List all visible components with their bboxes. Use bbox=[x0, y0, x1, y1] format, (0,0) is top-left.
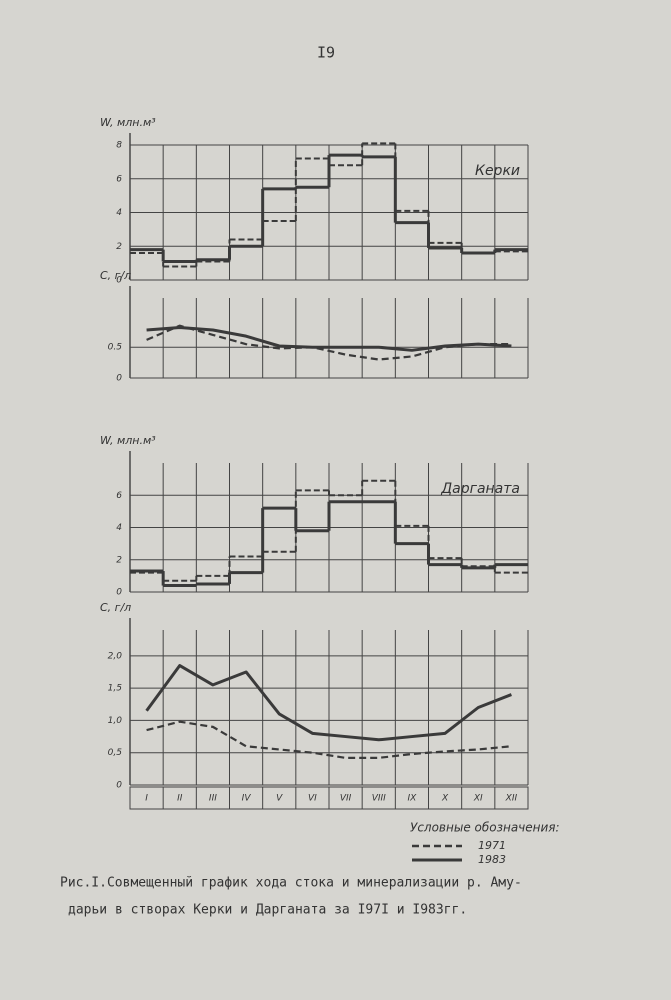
x-tick-label: IX bbox=[408, 794, 418, 804]
y-axis-label: W, млн.м³ bbox=[100, 116, 156, 129]
x-tick-label: VIII bbox=[372, 794, 386, 804]
x-tick-label: VI bbox=[308, 794, 317, 804]
x-tick-label: XI bbox=[473, 794, 483, 804]
x-tick-label: IV bbox=[242, 794, 252, 804]
y-tick-label: 0 bbox=[116, 374, 122, 384]
series-line bbox=[146, 720, 512, 759]
x-tick-label: III bbox=[209, 794, 217, 804]
caption-line: дарьи в створах Керки и Дарганата за I97… bbox=[68, 903, 467, 918]
y-tick-label: 2,0 bbox=[108, 651, 123, 661]
series-line bbox=[145, 664, 512, 742]
y-tick-label: 2 bbox=[116, 555, 122, 565]
chart-title: Керки bbox=[475, 163, 520, 179]
x-tick-label: X bbox=[441, 794, 449, 804]
y-tick-label: 0,5 bbox=[108, 748, 123, 758]
chart-title: Дарганата bbox=[440, 481, 520, 497]
y-tick-label: 0 bbox=[116, 276, 122, 286]
y-tick-label: 8 bbox=[116, 141, 122, 151]
y-tick-label: 1,0 bbox=[108, 716, 123, 726]
y-tick-label: 6 bbox=[116, 174, 122, 184]
x-tick-label: XII bbox=[505, 794, 518, 804]
y-tick-label: 4 bbox=[116, 208, 122, 218]
series-line bbox=[146, 324, 512, 361]
y-tick-label: 6 bbox=[116, 491, 122, 501]
x-tick-label: I bbox=[145, 794, 148, 804]
x-tick-label: II bbox=[177, 794, 183, 804]
y-tick-label: 4 bbox=[116, 523, 122, 533]
caption-line: Рис.I.Совмещенный график хода стока и ми… bbox=[60, 876, 522, 891]
y-tick-label: 1,5 bbox=[108, 684, 123, 694]
y-axis-label: С, г/л bbox=[100, 269, 131, 282]
y-tick-label: 0 bbox=[116, 588, 122, 598]
x-tick-label: VII bbox=[340, 794, 352, 804]
legend-title: Условные обозначения: bbox=[410, 821, 560, 835]
y-axis-label: С, г/л bbox=[100, 601, 131, 614]
y-tick-label: 2 bbox=[116, 242, 122, 252]
legend-label: 1971 bbox=[478, 839, 506, 852]
legend-label: 1983 bbox=[478, 853, 506, 866]
y-axis-label: W, млн.м³ bbox=[100, 434, 156, 447]
page-number: I9 bbox=[317, 44, 335, 62]
x-tick-label: V bbox=[276, 794, 283, 804]
y-tick-label: 0.5 bbox=[108, 343, 123, 353]
y-tick-label: 0 bbox=[116, 781, 122, 791]
